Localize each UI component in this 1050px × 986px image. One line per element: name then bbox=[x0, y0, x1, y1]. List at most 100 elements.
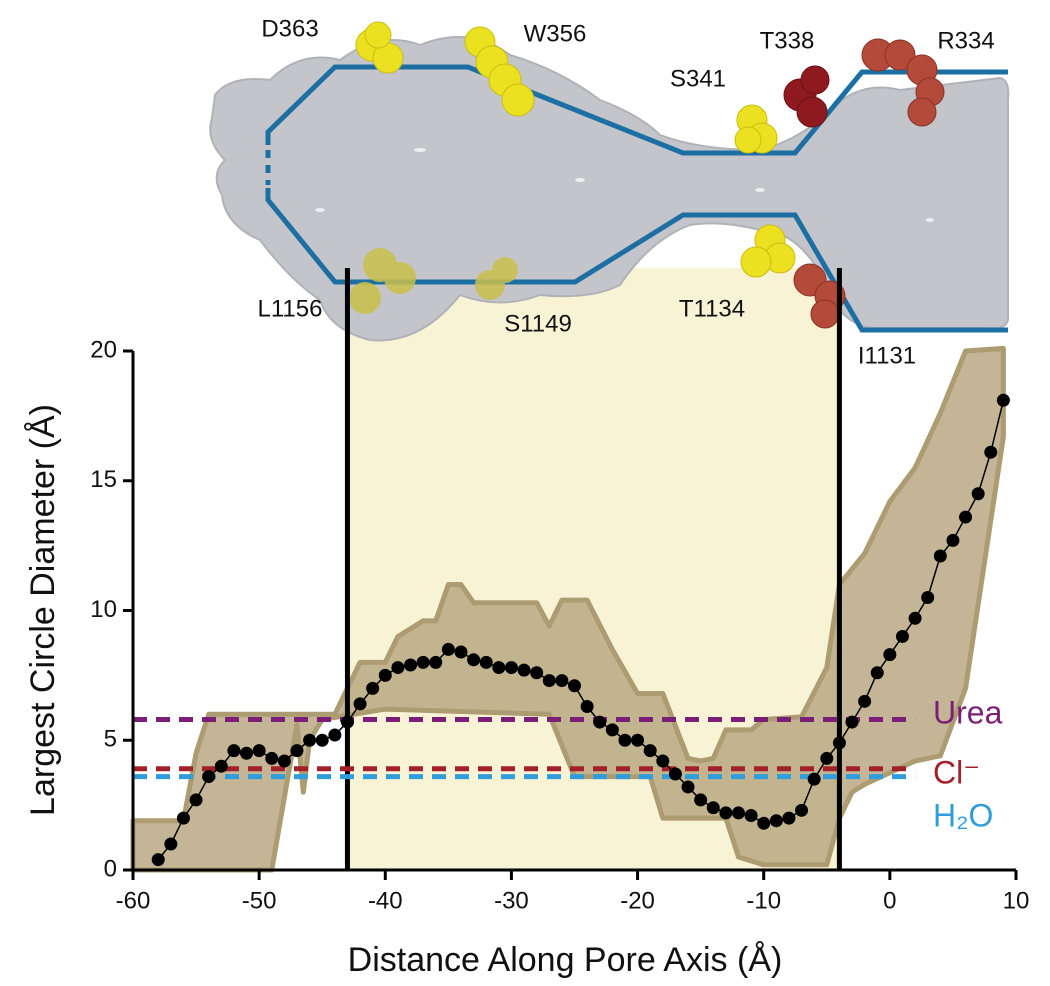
data-point bbox=[416, 655, 430, 669]
data-point bbox=[908, 611, 922, 625]
data-point bbox=[340, 715, 354, 729]
data-point bbox=[719, 806, 733, 820]
data-point bbox=[189, 793, 203, 807]
x-tick-label: -30 bbox=[494, 887, 529, 914]
data-point bbox=[580, 700, 594, 714]
data-point bbox=[795, 803, 809, 817]
data-point bbox=[883, 648, 897, 662]
data-point bbox=[921, 591, 935, 605]
data-point bbox=[164, 837, 178, 851]
residue-spheres bbox=[349, 21, 945, 329]
data-point bbox=[176, 811, 190, 825]
residue-label: W356 bbox=[524, 20, 587, 47]
data-point bbox=[656, 754, 670, 768]
x-axis-label: Distance Along Pore Axis (Å) bbox=[348, 941, 783, 979]
x-tick-label: -40 bbox=[368, 887, 403, 914]
data-point bbox=[303, 733, 317, 747]
data-point bbox=[971, 487, 985, 501]
data-point bbox=[151, 853, 165, 867]
y-tick-label: 0 bbox=[104, 855, 117, 882]
residue-label: D363 bbox=[261, 15, 318, 42]
data-point bbox=[769, 814, 783, 828]
data-point bbox=[328, 728, 342, 742]
data-point bbox=[870, 666, 884, 680]
data-point bbox=[265, 751, 279, 765]
data-point bbox=[731, 806, 745, 820]
data-point bbox=[681, 780, 695, 794]
data-point bbox=[757, 816, 771, 830]
data-point bbox=[277, 754, 291, 768]
x-tick-label: 0 bbox=[883, 887, 896, 914]
data-point bbox=[492, 661, 506, 675]
data-point bbox=[366, 681, 380, 695]
y-tick-label: 10 bbox=[90, 596, 117, 623]
data-point bbox=[214, 759, 228, 773]
data-point bbox=[542, 674, 556, 688]
data-point bbox=[404, 658, 418, 672]
data-point bbox=[568, 679, 581, 693]
x-tick-label: -50 bbox=[242, 887, 277, 914]
data-point bbox=[441, 642, 455, 656]
data-point bbox=[454, 645, 468, 659]
data-point bbox=[959, 510, 973, 524]
data-point bbox=[631, 733, 645, 747]
x-tick-label: -10 bbox=[746, 887, 781, 914]
data-point bbox=[895, 629, 909, 643]
x-tick-label: -60 bbox=[116, 887, 151, 914]
data-point bbox=[353, 697, 367, 711]
reference-label: Cl⁻ bbox=[933, 754, 980, 790]
protein-surface bbox=[209, 36, 1010, 342]
data-point bbox=[933, 549, 947, 563]
data-point bbox=[378, 668, 392, 682]
protein-structure: D363 W356 T338 R334 S341 L1156 S1149 T11… bbox=[209, 15, 1010, 369]
residue-label: S341 bbox=[670, 65, 726, 92]
data-point bbox=[530, 666, 544, 680]
data-point bbox=[832, 736, 846, 750]
data-point bbox=[820, 751, 834, 765]
data-point bbox=[782, 811, 796, 825]
data-point bbox=[227, 744, 241, 758]
y-tick-label: 20 bbox=[90, 336, 117, 363]
pore-outline-top bbox=[265, 64, 1008, 156]
plot: Urea Cl⁻ H₂O 0 5 10 15 20 -60 -50 -40 -30 -20 -10 0 10 bbox=[90, 268, 1029, 914]
residue-label: R334 bbox=[937, 27, 994, 54]
data-point bbox=[429, 655, 443, 669]
residue-label: L1156 bbox=[258, 295, 323, 322]
reference-label: Urea bbox=[933, 694, 1003, 730]
data-point bbox=[202, 770, 216, 784]
x-tick-label: 10 bbox=[1003, 887, 1030, 914]
data-point bbox=[605, 723, 619, 737]
data-point bbox=[996, 393, 1010, 407]
data-point bbox=[845, 715, 859, 729]
data-point bbox=[744, 809, 758, 823]
data-point bbox=[504, 661, 518, 675]
data-point bbox=[517, 663, 531, 677]
residue-label: I1131 bbox=[858, 342, 916, 369]
data-point bbox=[858, 694, 872, 708]
residue-label: T1134 bbox=[679, 295, 745, 322]
reference-label: H₂O bbox=[933, 797, 993, 833]
y-tick-label: 5 bbox=[104, 726, 117, 753]
data-point bbox=[391, 661, 405, 675]
data-point bbox=[618, 733, 632, 747]
data-point bbox=[252, 744, 266, 758]
data-point bbox=[240, 746, 254, 760]
data-point bbox=[946, 533, 960, 547]
data-point bbox=[315, 733, 329, 747]
x-tick-label: -20 bbox=[620, 887, 655, 914]
data-point bbox=[706, 801, 720, 815]
data-point bbox=[467, 653, 481, 667]
data-point bbox=[668, 767, 682, 781]
pore-outline-bottom bbox=[265, 188, 1008, 333]
data-point bbox=[555, 674, 569, 688]
y-tick-label: 15 bbox=[90, 466, 117, 493]
data-point bbox=[290, 744, 304, 758]
residue-label: S1149 bbox=[504, 310, 572, 337]
y-axis-label: Largest Circle Diameter (Å) bbox=[24, 404, 62, 816]
data-point bbox=[694, 793, 708, 807]
data-point bbox=[479, 655, 493, 669]
data-point bbox=[807, 772, 821, 786]
data-point bbox=[984, 445, 998, 459]
data-point bbox=[643, 744, 657, 758]
